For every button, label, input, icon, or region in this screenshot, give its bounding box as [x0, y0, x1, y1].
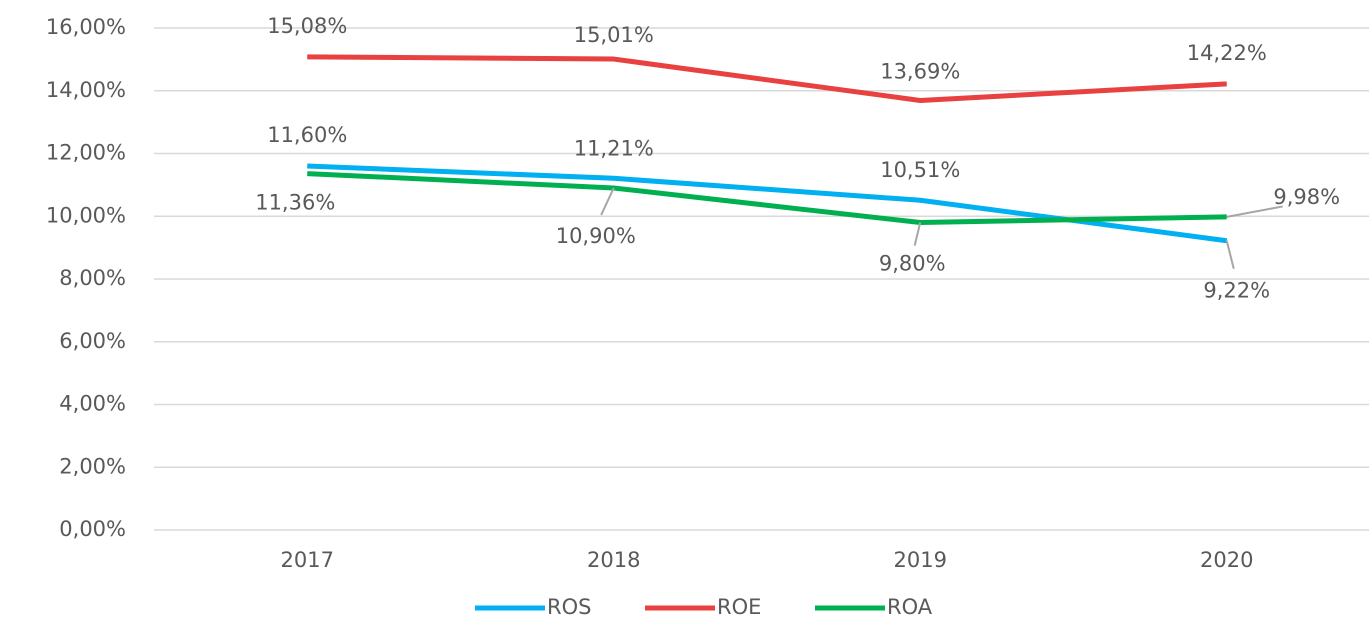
y-tick-label: 4,00% — [59, 392, 126, 416]
x-tick-label: 2019 — [894, 548, 947, 572]
x-tick-label: 2017 — [281, 548, 334, 572]
series-line — [307, 54, 1227, 103]
leader-line — [1225, 240, 1235, 270]
leader-line — [600, 187, 615, 216]
data-label: 11,21% — [574, 136, 654, 160]
leader-line — [913, 222, 922, 246]
series-line — [307, 171, 1227, 226]
data-label: 15,08% — [267, 14, 347, 38]
y-tick-label: 0,00% — [59, 517, 126, 541]
legend-label: ROE — [717, 595, 761, 619]
y-tick-label: 8,00% — [59, 266, 126, 290]
data-label: 14,22% — [1187, 41, 1267, 65]
legend-label: ROA — [887, 595, 933, 619]
x-tick-label: 2020 — [1200, 548, 1253, 572]
data-label: 9,22% — [1203, 279, 1270, 303]
y-tick-label: 14,00% — [46, 78, 126, 102]
x-tick-label: 2018 — [587, 548, 640, 572]
data-label: 11,60% — [267, 123, 347, 147]
data-label: 9,80% — [879, 252, 946, 276]
leader-line — [1226, 205, 1283, 218]
y-tick-label: 12,00% — [46, 141, 126, 165]
y-tick-label: 2,00% — [59, 454, 126, 478]
data-label: 11,36% — [255, 191, 335, 215]
data-label: 10,90% — [556, 224, 636, 248]
y-tick-label: 10,00% — [46, 203, 126, 227]
y-tick-label: 6,00% — [59, 329, 126, 353]
data-label: 9,98% — [1273, 185, 1340, 209]
data-label: 13,69% — [880, 59, 960, 83]
data-label: 15,01% — [574, 23, 654, 47]
y-tick-label: 16,00% — [46, 15, 126, 39]
legend-label: ROS — [547, 595, 591, 619]
data-label: 10,51% — [880, 158, 960, 182]
